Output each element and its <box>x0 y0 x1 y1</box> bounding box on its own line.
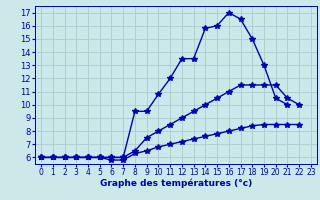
X-axis label: Graphe des températures (°c): Graphe des températures (°c) <box>100 179 252 188</box>
